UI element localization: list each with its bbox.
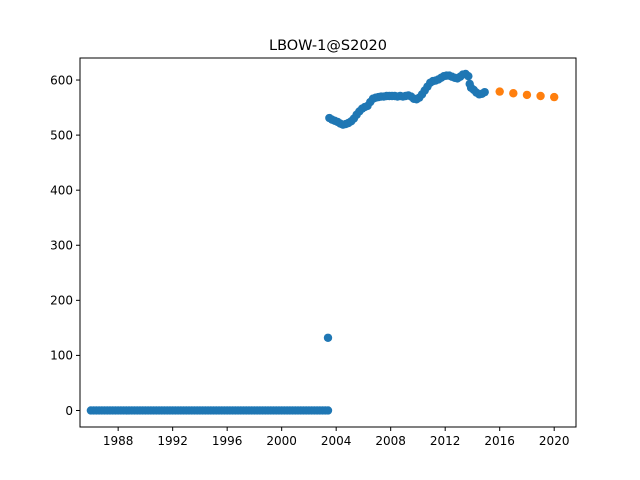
x-tick-label: 2000 <box>266 434 297 448</box>
y-tick-label: 0 <box>65 404 73 418</box>
x-tick-label: 2004 <box>321 434 352 448</box>
x-tick-label: 1996 <box>212 434 243 448</box>
data-point <box>464 71 473 81</box>
plot-frame <box>79 57 577 428</box>
data-point <box>536 91 545 101</box>
y-tick-label: 600 <box>50 73 73 87</box>
y-axis: 0 100 200 300 400 500 600 <box>50 73 80 418</box>
y-tick-label: 500 <box>50 128 73 142</box>
y-tick-label: 300 <box>50 239 73 253</box>
data-point <box>495 87 504 96</box>
points-layer <box>86 69 559 415</box>
data-point <box>480 87 489 97</box>
y-tick-label: 400 <box>50 183 73 197</box>
x-tick-label: 2008 <box>375 434 406 448</box>
data-point <box>323 406 333 415</box>
x-tick-label: 2020 <box>539 434 570 448</box>
y-tick-label: 100 <box>50 349 73 363</box>
x-axis: 1988 1992 1996 2000 2004 2008 2012 2016 2020 <box>103 427 570 448</box>
series-1 <box>86 69 489 415</box>
x-tick-label: 1992 <box>157 434 188 448</box>
y-tick-label: 200 <box>50 294 73 308</box>
x-tick-label: 1988 <box>103 434 134 448</box>
series-2 <box>495 87 559 102</box>
data-point <box>522 90 532 100</box>
data-point <box>509 89 518 98</box>
data-point <box>323 333 333 342</box>
x-tick-label: 2012 <box>430 434 461 448</box>
x-tick-label: 2016 <box>484 434 515 448</box>
data-point <box>550 92 559 102</box>
chart-title: LBOW-1@S2020 <box>269 38 387 54</box>
